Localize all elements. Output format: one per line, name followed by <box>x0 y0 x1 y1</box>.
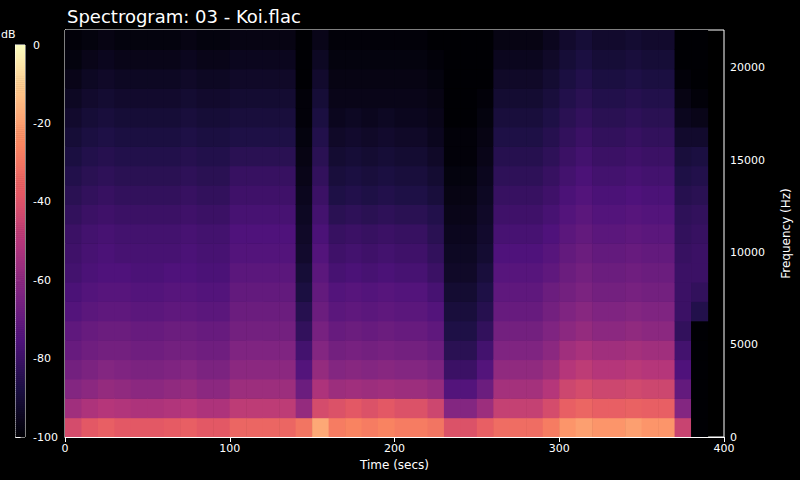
svg-text:-40: -40 <box>33 195 51 208</box>
svg-text:300: 300 <box>549 442 570 455</box>
svg-text:0: 0 <box>33 39 40 52</box>
svg-text:-80: -80 <box>33 352 51 365</box>
svg-text:Time (secs): Time (secs) <box>359 458 429 472</box>
svg-text:15000: 15000 <box>730 154 765 167</box>
svg-text:10000: 10000 <box>730 246 765 259</box>
svg-text:0: 0 <box>62 442 69 455</box>
svg-text:5000: 5000 <box>730 338 758 351</box>
svg-text:Frequency (Hz): Frequency (Hz) <box>779 188 793 279</box>
svg-text:400: 400 <box>714 442 735 455</box>
svg-text:-20: -20 <box>33 117 51 130</box>
svg-text:100: 100 <box>219 442 240 455</box>
svg-text:-100: -100 <box>33 431 58 444</box>
svg-text:0: 0 <box>730 430 737 444</box>
svg-text:20000: 20000 <box>730 61 765 74</box>
svg-text:200: 200 <box>384 442 405 455</box>
svg-text:dB: dB <box>1 28 16 41</box>
svg-text:Spectrogram: 03 - Koi.flac: Spectrogram: 03 - Koi.flac <box>67 6 301 27</box>
svg-text:-60: -60 <box>33 274 51 287</box>
